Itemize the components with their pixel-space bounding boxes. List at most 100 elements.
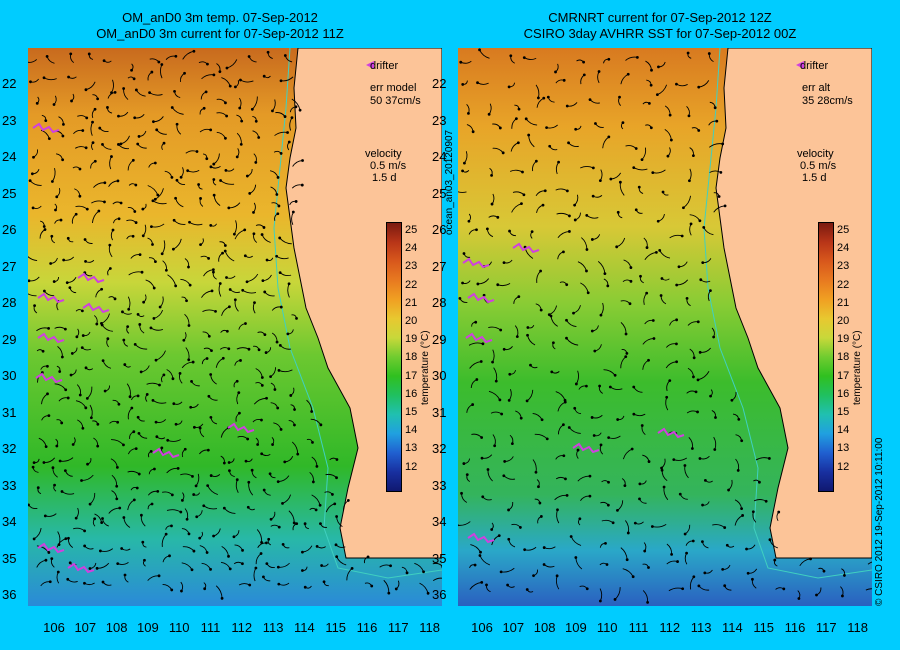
left-title-line1: OM_anD0 3m temp. 07-Sep-2012	[122, 10, 318, 25]
colorbar-tick: 18	[837, 351, 850, 364]
lat-tick-label: 23	[432, 112, 447, 128]
left-title-line2: OM_anD0 3m current for 07-Sep-2012 11Z	[96, 26, 344, 41]
colorbar-tick: 21	[837, 296, 850, 309]
lat-tick-label: 26	[2, 222, 17, 237]
lon-tick-label: 115	[753, 620, 775, 635]
lon-tick-label: 112	[231, 620, 253, 635]
lat-tick-label: 36	[2, 587, 17, 602]
lat-tick-label: 32	[2, 441, 17, 456]
lon-tick-label: 114	[722, 620, 743, 635]
colorbar-tick: 13	[405, 442, 418, 455]
lat-tick-label: 33	[2, 477, 17, 493]
lat-tick-label: 26	[432, 222, 447, 237]
colorbar-tick: 22	[837, 278, 850, 291]
lon-tick-label: 108	[533, 620, 556, 635]
lat-tick-label: 24	[2, 149, 17, 164]
colorbar-tick: 20	[837, 315, 850, 327]
colorbar-tick: 14	[837, 424, 850, 437]
colorbar-tick: 14	[405, 424, 418, 437]
lat-tick-label: 25	[2, 185, 17, 201]
lon-tick-label: 117	[815, 620, 837, 635]
right-err-value: 35 28cm/s	[802, 95, 853, 107]
lat-tick-label: 27	[432, 258, 447, 274]
lat-tick-label: 22	[432, 76, 447, 91]
lat-tick-label: 34	[432, 514, 447, 529]
lon-tick-label: 113	[690, 620, 712, 635]
colorbar-tick: 25	[837, 224, 850, 236]
lon-tick-label: 107	[502, 620, 525, 635]
lon-tick-label: 116	[784, 620, 806, 635]
lat-tick-label: 31	[2, 404, 17, 420]
left-err-label: err model	[370, 82, 417, 94]
colorbar-tick: 16	[405, 387, 418, 400]
lat-tick-label: 23	[2, 112, 17, 128]
left-map-svg	[28, 48, 442, 606]
colorbar-tick: 15	[405, 406, 418, 418]
lat-tick-label: 30	[432, 368, 447, 383]
lon-tick-label: 110	[168, 620, 190, 635]
right-velocity-time: 1.5 d	[802, 172, 827, 184]
colorbar-tick: 21	[405, 296, 418, 309]
lon-tick-label: 112	[659, 620, 681, 635]
left-colorbar-label: temperature (°C)	[420, 330, 431, 405]
lon-tick-label: 115	[325, 620, 347, 635]
lat-tick-label: 25	[432, 185, 447, 201]
right-velocity-label: velocity	[797, 148, 834, 160]
left-velocity-scale: 0.5 m/s	[370, 160, 407, 172]
colorbar-tick: 17	[837, 369, 850, 382]
lat-tick-label: 29	[432, 331, 447, 347]
run-id-text: ocean_an03_20120907	[444, 129, 455, 235]
lon-tick-label: 114	[294, 620, 315, 635]
colorbar-tick: 12	[405, 460, 418, 473]
colorbar-tick: 17	[405, 369, 418, 382]
lon-tick-label: 118	[847, 620, 868, 635]
right-drifter-label: drifter	[800, 60, 829, 72]
lon-tick-label: 106	[43, 620, 65, 635]
lat-tick-label: 34	[2, 514, 17, 529]
colorbar-tick: 18	[405, 351, 418, 364]
right-title-line1: CMRNRT current for 07-Sep-2012 12Z	[548, 10, 772, 25]
lon-tick-label: 108	[105, 620, 128, 635]
lon-tick-label: 118	[419, 620, 440, 635]
lat-tick-label: 35	[2, 550, 17, 566]
colorbar-tick: 19	[405, 333, 418, 346]
lon-tick-label: 107	[74, 620, 97, 635]
lat-tick-label: 35	[432, 550, 447, 566]
colorbar-tick: 23	[837, 260, 850, 273]
colorbar-tick: 20	[405, 315, 418, 327]
colorbar-tick: 24	[837, 242, 850, 255]
right-colorbar	[818, 222, 834, 492]
lon-tick-label: 111	[200, 620, 221, 635]
colorbar-tick: 12	[837, 460, 850, 473]
left-velocity-time: 1.5 d	[372, 172, 397, 184]
lon-tick-label: 111	[628, 620, 649, 635]
lon-tick-label: 110	[596, 620, 618, 635]
colorbar-tick: 24	[405, 242, 418, 255]
lat-tick-label: 31	[432, 404, 447, 420]
left-err-value: 50 37cm/s	[370, 95, 421, 107]
lon-tick-label: 106	[471, 620, 493, 635]
lat-tick-label: 27	[2, 258, 17, 274]
colorbar-tick: 25	[405, 224, 418, 236]
lat-tick-label: 30	[2, 368, 17, 383]
colorbar-tick: 22	[405, 278, 418, 291]
colorbar-tick: 23	[405, 260, 418, 273]
left-map-panel[interactable]	[28, 48, 442, 606]
colorbar-tick: 16	[837, 387, 850, 400]
right-map-panel[interactable]	[458, 48, 872, 606]
lon-tick-label: 113	[262, 620, 284, 635]
lat-tick-label: 36	[432, 587, 447, 602]
lat-tick-label: 28	[2, 295, 17, 310]
left-drifter-label: drifter	[370, 60, 399, 72]
lon-tick-label: 117	[387, 620, 409, 635]
lat-tick-label: 29	[2, 331, 17, 347]
right-velocity-scale: 0.5 m/s	[800, 160, 837, 172]
lat-tick-label: 33	[432, 477, 447, 493]
right-title-line2: CSIRO 3day AVHRR SST for 07-Sep-2012 00Z	[523, 26, 797, 41]
lon-tick-label: 116	[356, 620, 378, 635]
left-velocity-label: velocity	[365, 148, 402, 160]
left-colorbar	[386, 222, 402, 492]
colorbar-tick: 13	[837, 442, 850, 455]
right-err-label: err alt	[802, 82, 831, 94]
lat-tick-label: 22	[2, 76, 17, 91]
